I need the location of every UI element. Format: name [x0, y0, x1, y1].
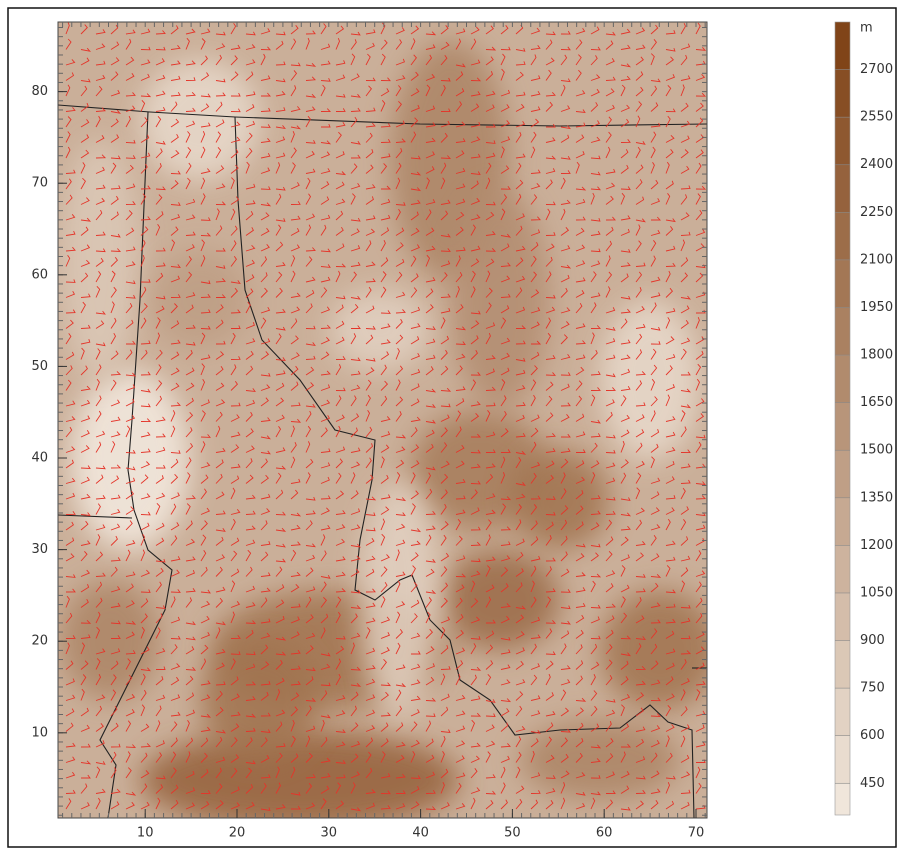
colorbar-bin	[835, 70, 850, 118]
colorbar-bin	[835, 260, 850, 308]
y-tick-label: 80	[31, 84, 48, 99]
colorbar-bin	[835, 545, 850, 593]
terrain-shade	[450, 190, 550, 410]
y-tick-label: 50	[31, 359, 48, 374]
colorbar-bin	[835, 450, 850, 498]
colorbar-label: 2100	[860, 252, 893, 267]
colorbar-label: 1650	[860, 395, 893, 410]
colorbar-bin	[835, 403, 850, 451]
page: 10 20 30 40 50 60 70 10 20 30 40 50 60 70 80 450 600 750…	[0, 0, 898, 849]
y-tick-label: 10	[31, 725, 48, 740]
terrain-shade	[440, 550, 560, 650]
x-tick-label: 30	[321, 826, 338, 841]
colorbar-label: 2550	[860, 110, 893, 125]
x-tick-label: 60	[596, 826, 613, 841]
y-tick-label: 60	[31, 267, 48, 282]
y-tick-label: 30	[31, 542, 48, 557]
x-tick-label: 10	[137, 826, 154, 841]
colorbar-label: 2700	[860, 62, 893, 77]
terrain-shade	[140, 60, 260, 180]
colorbar-label: 1950	[860, 300, 893, 315]
colorbar-bin	[835, 783, 850, 815]
x-tick-label: 50	[504, 826, 521, 841]
y-tick-label: 70	[31, 176, 48, 191]
y-tick-label: 40	[31, 451, 48, 466]
terrain	[58, 22, 720, 830]
terrain-shade	[510, 450, 610, 550]
colorbar-bin	[835, 641, 850, 689]
colorbar-label: 2250	[860, 205, 893, 220]
y-tick-label: 20	[31, 634, 48, 649]
colorbar-bin	[835, 736, 850, 784]
terrain-shade	[70, 370, 190, 550]
x-tick-label: 70	[688, 826, 705, 841]
x-tick-label: 20	[229, 826, 246, 841]
colorbar-label: 2400	[860, 157, 893, 172]
colorbar-label: 750	[860, 681, 885, 696]
colorbar-label: 450	[860, 776, 885, 791]
colorbar-label: 1500	[860, 443, 893, 458]
colorbar-label: 1800	[860, 348, 893, 363]
colorbar-bin	[835, 593, 850, 641]
colorbar-unit: m	[860, 21, 873, 36]
terrain-shade	[200, 640, 320, 760]
colorbar-bin	[835, 22, 850, 70]
colorbar-bin	[835, 117, 850, 165]
colorbar-label: 1050	[860, 585, 893, 600]
terrain-shade	[60, 580, 160, 700]
colorbar-label: 900	[860, 633, 885, 648]
colorbar-bin	[835, 307, 850, 355]
colorbar-label: 1200	[860, 538, 893, 553]
x-tick-label: 40	[412, 826, 429, 841]
colorbar-bin	[835, 212, 850, 260]
colorbar-bin	[835, 688, 850, 736]
colorbar: 450 600 750 900 1050 1200 1350 1500 1650 1800 1950…	[835, 21, 893, 816]
colorbar-bin	[835, 165, 850, 213]
terrain-shade	[600, 300, 700, 460]
map-figure: 10 20 30 40 50 60 70 10 20 30 40 50 60 70 80 450 600 750…	[0, 0, 898, 849]
colorbar-bin	[835, 355, 850, 403]
colorbar-label: 1350	[860, 490, 893, 505]
colorbar-label: 600	[860, 728, 885, 743]
colorbar-bin	[835, 498, 850, 546]
